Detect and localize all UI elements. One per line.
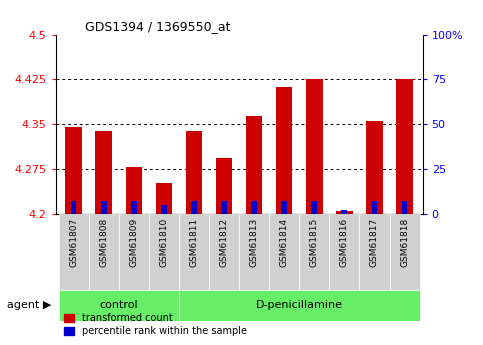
Bar [329,214,359,290]
Bar [119,214,149,290]
Bar [156,183,172,214]
Bar [179,214,209,290]
Bar [251,201,257,214]
Bar [312,201,317,214]
Bar [89,214,119,290]
Bar [366,121,383,214]
Text: GSM61809: GSM61809 [129,218,138,267]
Bar [185,131,202,214]
Bar [299,214,329,290]
Bar [126,167,142,214]
Bar [58,290,179,321]
Bar [306,79,323,214]
Text: D-penicillamine: D-penicillamine [256,300,343,310]
Bar [96,131,112,214]
Text: GSM61818: GSM61818 [400,218,409,267]
Bar [221,201,227,214]
Bar [149,214,179,290]
Bar [246,116,262,214]
Bar [209,214,239,290]
Text: GSM61812: GSM61812 [220,218,228,267]
Text: GSM61813: GSM61813 [250,218,258,267]
Text: GSM61815: GSM61815 [310,218,319,267]
Bar [216,158,232,214]
Text: GSM61807: GSM61807 [69,218,78,267]
Text: control: control [99,300,138,310]
Bar [131,201,137,214]
Text: agent ▶: agent ▶ [7,300,52,310]
Text: GSM61816: GSM61816 [340,218,349,267]
Bar [101,201,107,214]
Text: GSM61814: GSM61814 [280,218,289,267]
Text: GSM61811: GSM61811 [189,218,199,267]
Bar [65,127,82,214]
Bar [341,210,347,214]
Bar [161,205,167,214]
Text: GSM61808: GSM61808 [99,218,108,267]
Bar [389,214,420,290]
Bar [239,214,269,290]
Bar [371,201,377,214]
Bar [281,201,287,214]
Bar [276,87,293,214]
Text: GSM61817: GSM61817 [370,218,379,267]
Bar [191,201,197,214]
Bar [71,201,76,214]
Text: GSM61810: GSM61810 [159,218,169,267]
Bar [269,214,299,290]
Bar [58,214,89,290]
Bar [179,290,420,321]
Text: GDS1394 / 1369550_at: GDS1394 / 1369550_at [85,20,230,33]
Bar [336,211,353,214]
Bar [359,214,389,290]
Legend: transformed count, percentile rank within the sample: transformed count, percentile rank withi… [60,309,251,340]
Bar [402,201,408,214]
Bar [396,79,413,214]
